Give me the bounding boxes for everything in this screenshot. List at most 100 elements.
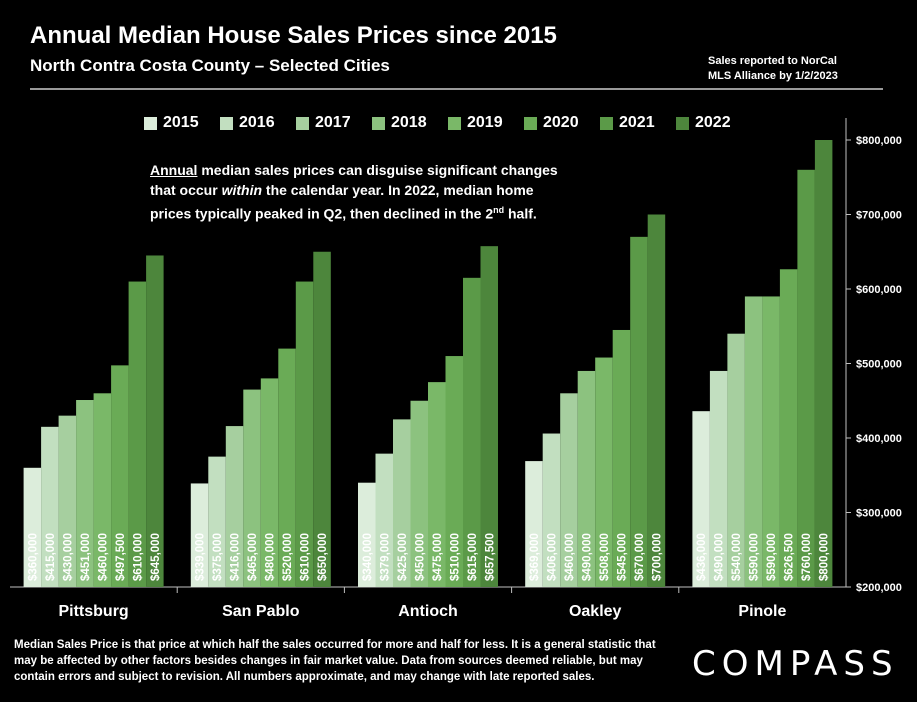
source-note: Sales reported to NorCal MLS Alliance by…: [708, 54, 888, 84]
legend-swatch: [600, 116, 613, 130]
bar-pinole-2019: [762, 296, 780, 587]
bar-value-label: $436,000: [696, 533, 708, 581]
category-label-pinole: Pinole: [738, 603, 786, 620]
bar-san-pablo-2015: [190, 483, 209, 587]
note-part-2: median sales prices can disguise signifi…: [150, 162, 558, 198]
bar-value-label: $610,000: [132, 533, 144, 581]
bar-value-label: $406,000: [546, 533, 558, 581]
bar-oakley-2019: [595, 357, 613, 587]
category-label-antioch: Antioch: [398, 603, 458, 620]
y-tick-label: $500,000: [856, 359, 902, 371]
bar-value-label: $650,000: [317, 533, 329, 581]
bar-san-pablo-2022: [313, 251, 331, 587]
legend-label: 2021: [619, 114, 655, 131]
source-line-1: Sales reported to NorCal: [708, 55, 837, 67]
bar-antioch-2016: [375, 453, 393, 587]
bar-pittsburg-2020: [111, 365, 129, 587]
source-line-2: MLS Alliance by 1/2/2023: [708, 70, 838, 82]
y-tick-label: $600,000: [856, 284, 902, 296]
bar-value-label: $490,000: [714, 533, 726, 581]
bar-value-label: $475,000: [432, 533, 444, 581]
legend-swatch: [220, 116, 233, 130]
y-tick-label: $400,000: [856, 433, 902, 445]
bar-san-pablo-2020: [278, 348, 296, 587]
bar-value-label: $520,000: [282, 533, 294, 581]
bar-value-label: $340,000: [362, 533, 374, 581]
category-label-oakley: Oakley: [569, 603, 622, 620]
bar-san-pablo-2018: [243, 389, 261, 587]
bar-san-pablo-2019: [260, 378, 279, 587]
bar-value-label: $415,000: [45, 533, 57, 581]
bar-pinole-2015: [692, 411, 710, 587]
bar-value-label: $425,000: [397, 533, 409, 581]
legend-swatch: [296, 116, 309, 130]
bar-value-label: $590,000: [766, 533, 778, 581]
category-label-pittsburg: Pittsburg: [58, 603, 128, 620]
note-part-6: half.: [504, 205, 537, 222]
y-tick-label: $800,000: [856, 135, 902, 147]
bar-value-label: $369,000: [529, 533, 541, 581]
bar-san-pablo-2021: [295, 281, 314, 587]
y-tick-label: $300,000: [856, 508, 902, 520]
bar-value-label: $626,500: [784, 533, 796, 581]
note-part-5: nd: [493, 205, 505, 215]
legend-label: 2017: [315, 114, 351, 131]
legend-swatch: [524, 116, 537, 130]
bar-value-label: $460,000: [97, 533, 109, 581]
bar-value-label: $490,000: [581, 533, 593, 581]
bar-san-pablo-2017: [225, 426, 244, 587]
note-part-4: the calendar year. In 2022, median home …: [150, 182, 534, 222]
bar-oakley-2015: [525, 461, 543, 587]
bar-pittsburg-2017: [58, 415, 77, 587]
bar-value-label: $416,000: [230, 533, 242, 581]
legend-item-2015: 2015: [144, 114, 220, 132]
bar-san-pablo-2016: [208, 456, 226, 587]
bar-value-label: $510,000: [449, 533, 461, 581]
bar-value-label: $451,000: [80, 533, 92, 581]
bar-antioch-2017: [393, 419, 411, 587]
legend-label: 2015: [163, 114, 199, 131]
bar-value-label: $670,000: [634, 533, 646, 581]
bar-value-label: $760,000: [801, 533, 813, 581]
bar-antioch-2020: [445, 356, 463, 587]
bar-antioch-2018: [410, 400, 428, 587]
bar-pittsburg-2018: [76, 400, 94, 587]
legend-label: 2018: [391, 114, 427, 131]
legend-item-2020: 2020: [524, 114, 600, 132]
bar-value-label: $610,000: [300, 533, 312, 581]
bar-value-label: $360,000: [27, 533, 39, 581]
legend-item-2021: 2021: [600, 114, 676, 132]
bar-oakley-2016: [542, 433, 561, 587]
legend-label: 2019: [467, 114, 503, 131]
bar-oakley-2017: [560, 393, 578, 587]
bar-value-label: $375,000: [212, 533, 224, 581]
bar-pinole-2018: [744, 296, 763, 587]
category-label-san-pablo: San Pablo: [222, 603, 300, 620]
bar-pinole-2017: [727, 333, 745, 587]
legend-item-2018: 2018: [372, 114, 448, 132]
note-part-1: Annual: [150, 162, 198, 178]
legend-swatch: [676, 116, 689, 130]
bar-oakley-2020: [612, 329, 631, 587]
bar-oakley-2018: [577, 370, 596, 587]
bar-pinole-2016: [709, 370, 728, 587]
bar-value-label: $545,000: [616, 533, 628, 581]
chart-subtitle: North Contra Costa County – Selected Cit…: [30, 56, 390, 75]
bar-oakley-2022: [647, 214, 666, 587]
bar-value-label: $540,000: [731, 533, 743, 581]
chart-title: Annual Median House Sales Prices since 2…: [30, 22, 557, 49]
legend-swatch: [448, 116, 461, 130]
bar-value-label: $497,500: [115, 533, 127, 581]
legend-swatch: [144, 116, 157, 130]
footer-disclaimer: Median Sales Price is that price at whic…: [14, 639, 656, 683]
bar-value-label: $465,000: [247, 533, 259, 581]
bar-value-label: $700,000: [651, 533, 663, 581]
bar-antioch-2019: [428, 382, 446, 587]
bar-pinole-2022: [814, 140, 833, 587]
y-tick-label: $200,000: [856, 582, 902, 594]
bar-pittsburg-2022: [146, 255, 164, 587]
note-part-3: within: [221, 182, 263, 198]
bar-value-label: $460,000: [564, 533, 576, 581]
bar-pinole-2020: [779, 269, 798, 587]
